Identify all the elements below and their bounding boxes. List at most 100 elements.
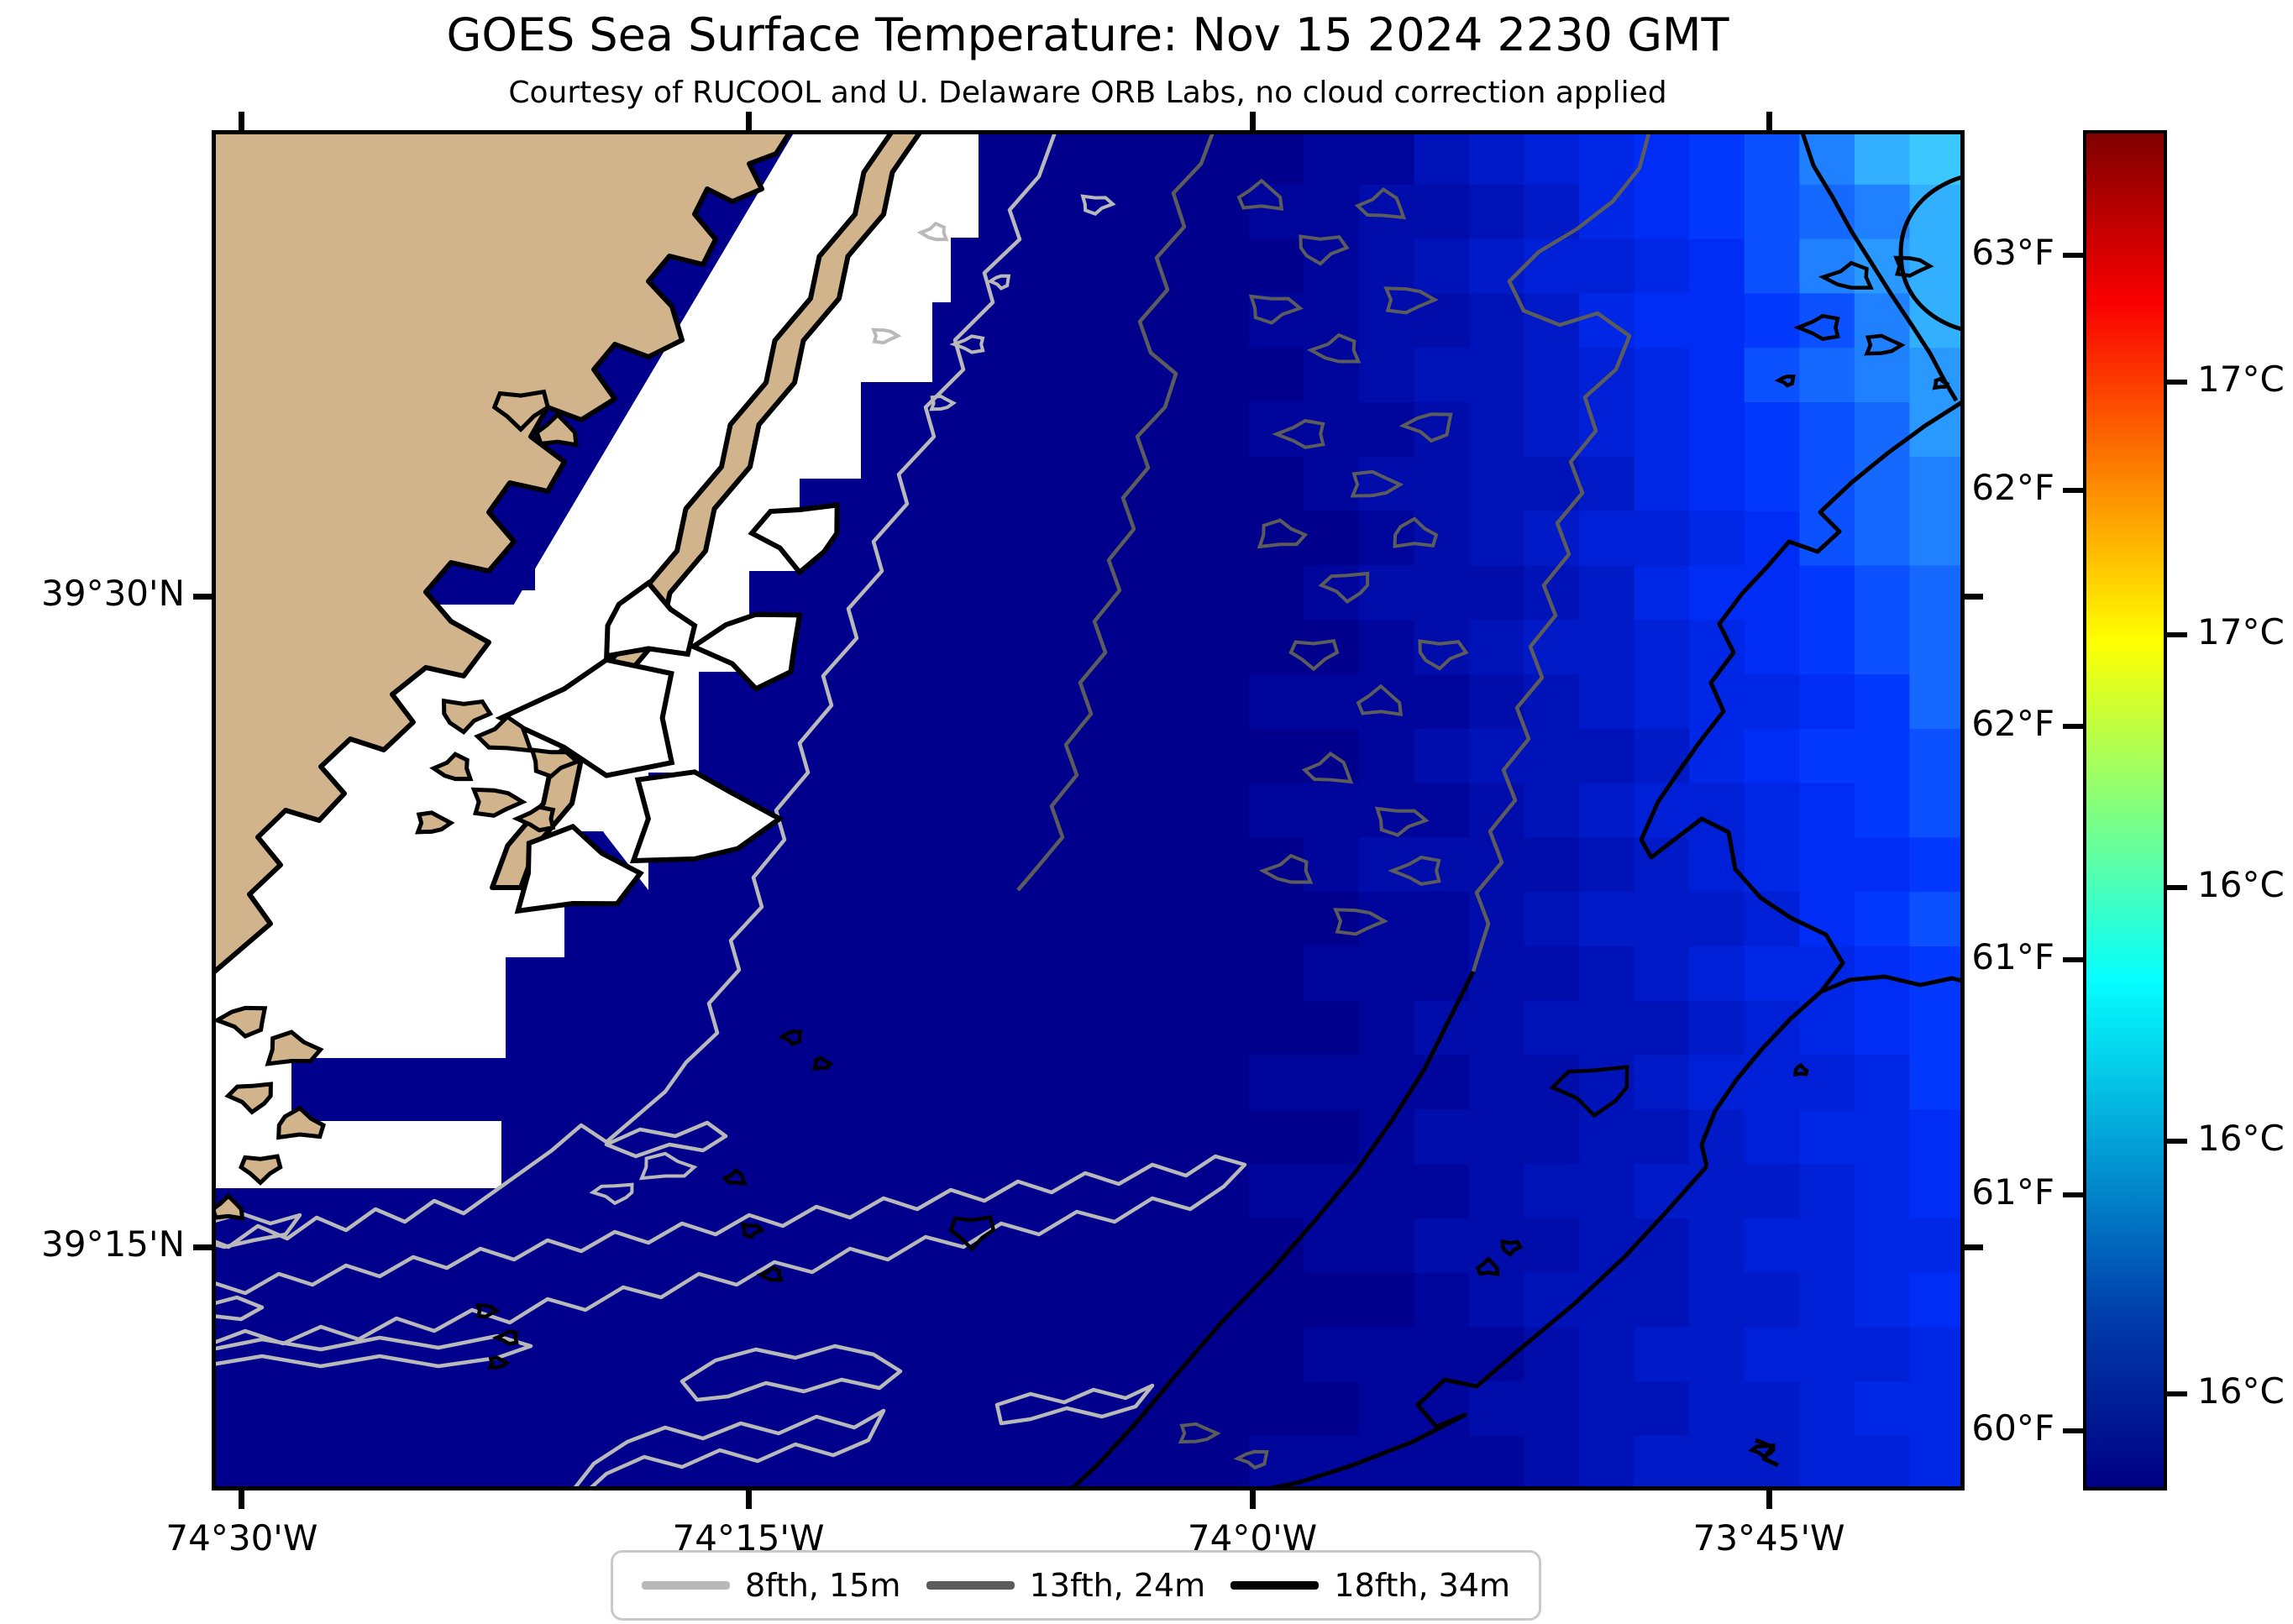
sst-cell xyxy=(1469,184,1525,240)
legend-item-2: 13fth, 24m xyxy=(926,1567,1206,1604)
sst-cell xyxy=(1634,1055,1690,1110)
sst-cell xyxy=(1799,1327,1855,1382)
sst-cell xyxy=(1579,946,1635,1002)
x-tick-bottom xyxy=(745,1490,752,1509)
sst-cell xyxy=(1249,511,1305,566)
sst-cell xyxy=(1249,130,1305,186)
sst-cell xyxy=(1304,1381,1360,1437)
sst-cell xyxy=(1414,1109,1470,1165)
sst-cell xyxy=(1359,1327,1415,1382)
sst-cell xyxy=(1359,293,1415,348)
sst-cell xyxy=(1304,1218,1360,1274)
y-tick-label: 39°15'N xyxy=(41,1223,185,1265)
contour-13fth-islet xyxy=(1374,806,1430,837)
colorbar-tick-f xyxy=(2063,1428,2083,1433)
sst-cell xyxy=(1414,1327,1470,1382)
sst-cell xyxy=(1689,293,1745,348)
sst-cell xyxy=(1304,892,1360,947)
sst-cell xyxy=(1359,1000,1415,1056)
sst-cell xyxy=(1579,837,1635,893)
legend-label: 13fth, 24m xyxy=(1029,1567,1206,1604)
contour-18fth-islet xyxy=(948,1214,996,1252)
marsh-island xyxy=(512,804,556,833)
sst-cell xyxy=(1414,184,1470,240)
colorbar-label-c: 17°C xyxy=(2197,611,2285,653)
sst-cell xyxy=(1524,946,1580,1002)
estuary-bay xyxy=(748,502,840,576)
sst-cell xyxy=(1744,783,1800,838)
sst-map xyxy=(212,130,1965,1490)
sst-cell xyxy=(1799,1055,1855,1110)
sst-cell xyxy=(1799,1164,1855,1219)
sst-cell xyxy=(1414,565,1470,621)
sst-cell xyxy=(1634,293,1690,348)
contour-18fth-islet xyxy=(1818,260,1874,290)
contour-13fth-islet xyxy=(1299,234,1350,266)
sst-cell xyxy=(1414,293,1470,348)
sst-cell xyxy=(1909,184,1965,240)
sst-cell xyxy=(1414,946,1470,1002)
sst-map-canvas xyxy=(212,130,1965,1490)
sst-cell xyxy=(1249,892,1305,947)
sst-cell xyxy=(1524,783,1580,838)
sst-cell xyxy=(1249,783,1305,838)
sst-cell xyxy=(1634,348,1690,403)
contour-8fth-islet xyxy=(871,327,902,345)
sst-cell xyxy=(1744,1218,1800,1274)
sst-cell xyxy=(1524,620,1580,675)
sst-cell xyxy=(1799,1109,1855,1165)
sst-cell xyxy=(1909,348,1965,403)
sst-cell xyxy=(1854,783,1911,838)
sst-cell xyxy=(1854,402,1911,458)
sst-cell xyxy=(1744,511,1800,566)
contour-18fth-islet xyxy=(1864,333,1906,356)
sst-cell xyxy=(1689,946,1745,1002)
sst-cell xyxy=(1469,1218,1525,1274)
sst-cell xyxy=(1799,783,1855,838)
sst-cell xyxy=(1909,511,1965,566)
sst-cell xyxy=(1249,946,1305,1002)
sst-cell xyxy=(1414,1055,1470,1110)
sst-cell xyxy=(1304,1000,1360,1056)
contour-18fth-islet xyxy=(491,1329,519,1346)
sst-cell xyxy=(1579,130,1635,186)
sst-cell xyxy=(1909,565,1965,621)
contour-13fth-islet xyxy=(1333,908,1388,936)
sst-cell xyxy=(1854,511,1911,566)
colorbar-label-f: 62°F xyxy=(1971,702,2054,744)
sst-cell xyxy=(1524,1055,1580,1110)
colorbar-label-f: 61°F xyxy=(1971,936,2054,978)
sst-cell xyxy=(1634,892,1690,947)
sst-cell xyxy=(1689,456,1745,512)
sst-cell xyxy=(1854,1436,1911,1490)
colorbar-tick-f xyxy=(2063,957,2083,963)
contour-13fth-islet xyxy=(1398,412,1453,443)
sst-cell xyxy=(1524,1272,1580,1328)
contour-8fth xyxy=(994,1383,1155,1426)
sst-cell xyxy=(1469,1272,1525,1328)
sst-cell xyxy=(1304,1109,1360,1165)
sst-cell xyxy=(1579,674,1635,730)
sst-cell xyxy=(1744,674,1800,730)
colorbar-label-f: 60°F xyxy=(1971,1407,2054,1449)
sst-cell xyxy=(1359,728,1415,784)
sst-cell xyxy=(1909,130,1965,186)
sst-cell xyxy=(1524,511,1580,566)
map-frame xyxy=(212,130,1965,1490)
sst-cell xyxy=(1634,728,1690,784)
legend-label: 8fth, 15m xyxy=(745,1567,901,1604)
sst-cell xyxy=(1524,728,1580,784)
sst-cell xyxy=(1414,1000,1470,1056)
sst-cell xyxy=(1799,946,1855,1002)
x-tick-top xyxy=(1249,112,1256,130)
contour-18fth-islet xyxy=(1792,313,1840,342)
sst-cell xyxy=(1799,565,1855,621)
legend-label: 18fth, 34m xyxy=(1334,1567,1510,1604)
contour-13fth-islet xyxy=(1236,178,1284,212)
sst-cell xyxy=(1799,1381,1855,1437)
sst-cell xyxy=(1524,1000,1580,1056)
sst-cell xyxy=(1304,238,1360,294)
estuary-bay xyxy=(514,823,644,914)
sst-cell xyxy=(1634,1436,1690,1490)
